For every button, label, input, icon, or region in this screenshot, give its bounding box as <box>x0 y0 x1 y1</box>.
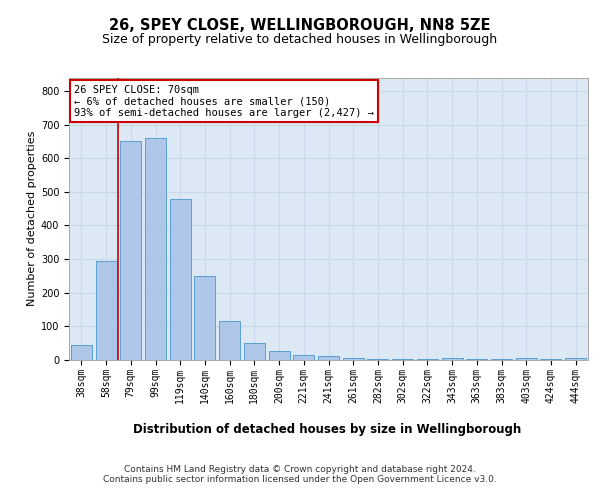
Text: 26, SPEY CLOSE, WELLINGBOROUGH, NN8 5ZE: 26, SPEY CLOSE, WELLINGBOROUGH, NN8 5ZE <box>109 18 491 32</box>
Text: Distribution of detached houses by size in Wellingborough: Distribution of detached houses by size … <box>133 422 521 436</box>
Bar <box>194 276 215 360</box>
Bar <box>318 356 339 360</box>
Bar <box>293 355 314 360</box>
Bar <box>120 142 141 360</box>
Bar <box>392 359 413 360</box>
Bar <box>219 322 240 360</box>
Bar <box>95 261 116 360</box>
Text: Contains HM Land Registry data © Crown copyright and database right 2024.
Contai: Contains HM Land Registry data © Crown c… <box>103 465 497 484</box>
Bar <box>442 358 463 360</box>
Text: 26 SPEY CLOSE: 70sqm
← 6% of detached houses are smaller (150)
93% of semi-detac: 26 SPEY CLOSE: 70sqm ← 6% of detached ho… <box>74 84 374 118</box>
Bar <box>343 358 364 360</box>
Y-axis label: Number of detached properties: Number of detached properties <box>26 131 37 306</box>
Bar <box>145 138 166 360</box>
Bar <box>565 358 586 360</box>
Bar <box>244 343 265 360</box>
Bar <box>417 359 438 360</box>
Bar <box>516 358 537 360</box>
Bar <box>367 359 388 360</box>
Bar <box>170 198 191 360</box>
Bar <box>71 345 92 360</box>
Text: Size of property relative to detached houses in Wellingborough: Size of property relative to detached ho… <box>103 32 497 46</box>
Bar <box>269 350 290 360</box>
